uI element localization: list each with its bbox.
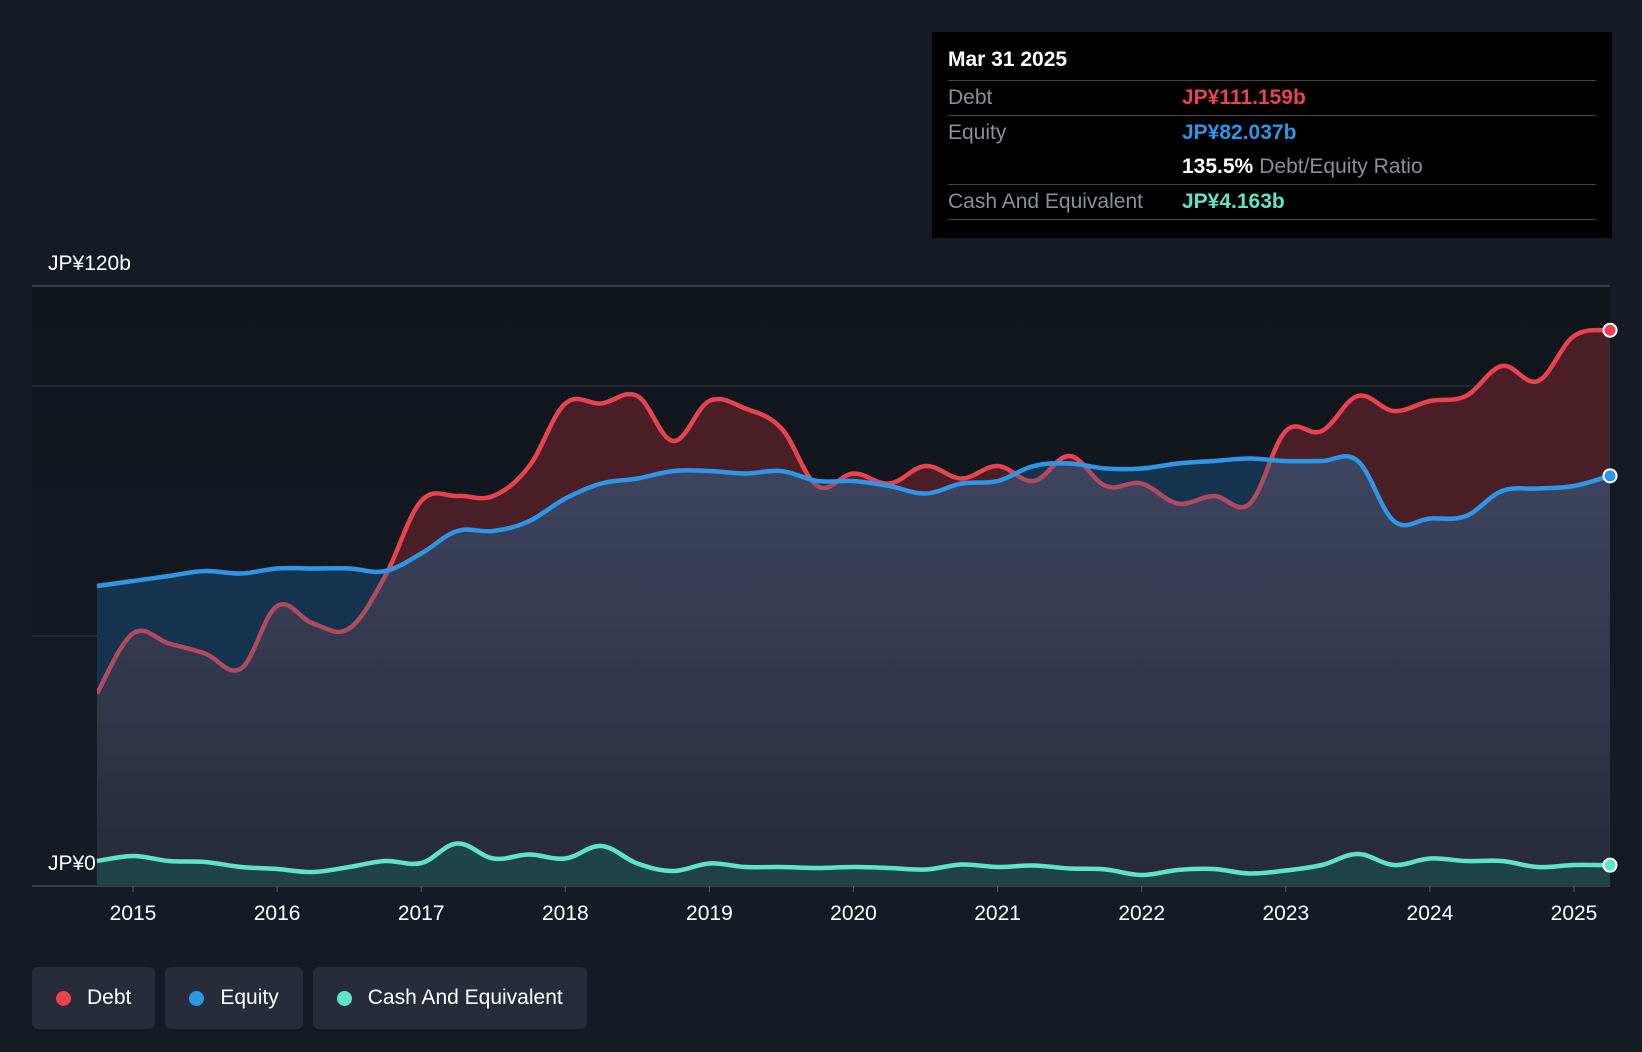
tooltip-equity-value: JP¥82.037b [1182, 121, 1297, 144]
y-axis-top-label: JP¥120b [48, 252, 131, 275]
cash-series-line [96, 841, 1611, 878]
tooltip-cash-row: Cash And Equivalent JP¥4.163b [948, 185, 1596, 220]
debt-dot-icon [56, 990, 71, 1006]
tooltip-debt-value: JP¥111.159b [1182, 86, 1306, 109]
equity-dot-icon [189, 990, 205, 1006]
cash-area [96, 843, 1611, 886]
y-axis-bottom-label: JP¥0 [48, 852, 96, 875]
x-tick-label: 2023 [1262, 902, 1309, 925]
tooltip-ratio-row: 135.5% Debt/Equity Ratio [948, 150, 1596, 185]
tooltip-equity-label: Equity [948, 121, 1007, 144]
tooltip-cash-label: Cash And Equivalent [948, 190, 1143, 213]
tooltip-ratio-label: Debt/Equity Ratio [1259, 155, 1423, 178]
x-tick-label: 2024 [1407, 902, 1454, 925]
debt-series-line [96, 327, 1611, 586]
cash-dot-icon [336, 990, 352, 1006]
legend: Debt Equity Cash And Equivalent [32, 967, 587, 1029]
tooltip-equity-row: Equity JP¥82.037b [948, 116, 1596, 150]
x-tick-label: 2025 [1551, 902, 1598, 925]
equity-area [96, 456, 1611, 886]
x-tick-label: 2022 [1118, 902, 1165, 925]
x-tick-label: 2016 [254, 902, 301, 925]
tooltip-debt-row: Debt JP¥111.159b [948, 81, 1596, 116]
legend-item-debt[interactable]: Debt [32, 967, 156, 1029]
equity-series-line [96, 454, 1611, 589]
equity-end-marker [1602, 468, 1618, 484]
debt-line-upper [96, 327, 1611, 586]
x-tick-label: 2020 [830, 902, 877, 925]
cash-end-marker [1602, 857, 1618, 873]
legend-label-equity: Equity [220, 986, 279, 1009]
legend-item-equity[interactable]: Equity [165, 967, 303, 1029]
legend-item-cash[interactable]: Cash And Equivalent [312, 967, 587, 1029]
x-tick-label: 2015 [110, 902, 157, 925]
debt-end-marker [1602, 322, 1618, 338]
x-tick-label: 2019 [686, 902, 733, 925]
legend-label-debt: Debt [87, 986, 132, 1009]
tooltip-panel: Mar 31 2025 Debt JP¥111.159b Equity JP¥8… [932, 32, 1612, 238]
tooltip-date: Mar 31 2025 [948, 46, 1596, 81]
x-tick-label: 2018 [542, 902, 589, 925]
tooltip-ratio-value: 135.5% [1182, 155, 1254, 178]
x-tick-label: 2017 [398, 902, 445, 925]
tooltip-debt-label: Debt [948, 86, 993, 109]
legend-label-cash: Cash And Equivalent [367, 986, 563, 1009]
x-tick-label: 2021 [974, 902, 1021, 925]
tooltip-cash-value: JP¥4.163b [1182, 190, 1285, 213]
